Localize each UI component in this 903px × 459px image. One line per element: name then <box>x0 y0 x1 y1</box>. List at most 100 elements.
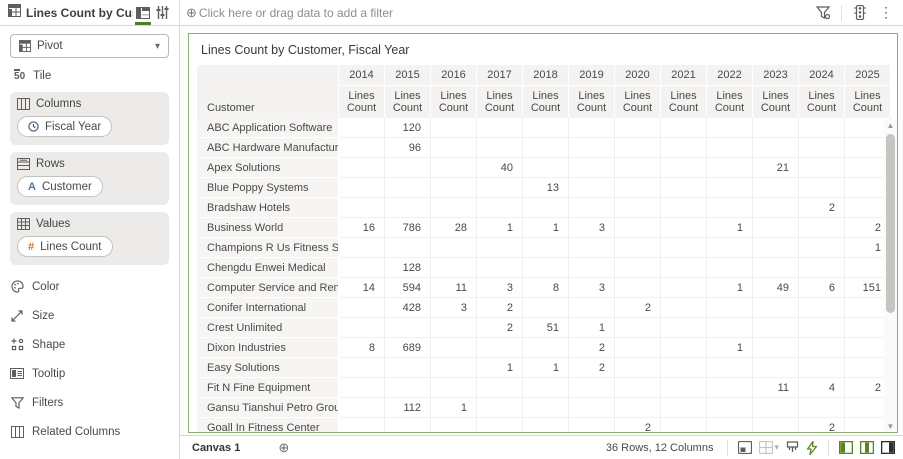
value-cell[interactable] <box>661 218 707 238</box>
value-cell[interactable] <box>569 138 615 158</box>
measure-column-header[interactable]: Lines Count <box>615 86 661 118</box>
value-cell[interactable] <box>661 158 707 178</box>
value-cell[interactable] <box>431 318 477 338</box>
value-cell[interactable] <box>431 138 477 158</box>
value-cell[interactable] <box>661 258 707 278</box>
value-cell[interactable] <box>753 298 799 318</box>
kebab-menu-icon[interactable]: ⋮ <box>879 4 893 20</box>
value-cell[interactable] <box>615 238 661 258</box>
customer-row-label[interactable]: ABC Application Software <box>197 118 339 138</box>
traffic-light-icon[interactable] <box>849 2 871 24</box>
customer-row-label[interactable]: Apex Solutions <box>197 158 339 178</box>
value-cell[interactable] <box>569 298 615 318</box>
value-cell[interactable] <box>339 158 385 178</box>
value-cell[interactable] <box>523 138 569 158</box>
value-cell[interactable] <box>753 398 799 418</box>
value-cell[interactable] <box>753 198 799 218</box>
value-cell[interactable] <box>339 178 385 198</box>
value-cell[interactable]: 3 <box>569 278 615 298</box>
value-cell[interactable]: 2 <box>615 418 661 432</box>
value-cell[interactable]: 11 <box>431 278 477 298</box>
toggle-grammar-panel-icon[interactable] <box>860 441 874 454</box>
value-cell[interactable] <box>569 118 615 138</box>
value-cell[interactable] <box>615 198 661 218</box>
value-cell[interactable]: 1 <box>707 338 753 358</box>
value-cell[interactable]: 112 <box>385 398 431 418</box>
value-cell[interactable] <box>569 418 615 432</box>
value-cell[interactable] <box>339 298 385 318</box>
value-cell[interactable] <box>799 258 845 278</box>
year-column-header[interactable]: 2020 <box>615 65 661 86</box>
year-column-header[interactable]: 2021 <box>661 65 707 86</box>
sidebar-item-tooltip[interactable]: Tooltip <box>10 359 169 388</box>
value-cell[interactable]: 3 <box>569 218 615 238</box>
scrollbar-track[interactable] <box>886 132 895 421</box>
customer-row-label[interactable]: Bradshaw Hotels <box>197 198 339 218</box>
customer-row-label[interactable]: Champions R Us Fitness Store <box>197 238 339 258</box>
value-cell[interactable] <box>707 298 753 318</box>
value-cell[interactable]: 1 <box>477 358 523 378</box>
value-cell[interactable] <box>339 258 385 278</box>
value-cell[interactable] <box>477 238 523 258</box>
customer-row-label[interactable]: Goall In Fitness Center <box>197 418 339 432</box>
value-cell[interactable]: 1 <box>477 218 523 238</box>
scrollbar-thumb[interactable] <box>886 134 895 314</box>
value-cell[interactable]: 1 <box>707 218 753 238</box>
value-cell[interactable]: 2 <box>799 418 845 432</box>
grammar-panel-tab[interactable] <box>133 0 153 25</box>
tile-option[interactable]: 50 Tile <box>14 68 169 82</box>
value-cell[interactable]: 786 <box>385 218 431 238</box>
value-cell[interactable] <box>523 198 569 218</box>
measure-column-header[interactable]: Lines Count <box>661 86 707 118</box>
toggle-right-panel-icon[interactable] <box>881 441 895 454</box>
measure-column-header[interactable]: Lines Count <box>523 86 569 118</box>
value-cell[interactable] <box>661 118 707 138</box>
value-cell[interactable] <box>569 238 615 258</box>
value-cell[interactable]: 2 <box>615 298 661 318</box>
value-cell[interactable]: 6 <box>799 278 845 298</box>
value-cell[interactable] <box>707 158 753 178</box>
value-cell[interactable]: 689 <box>385 338 431 358</box>
customer-row-label[interactable]: Chengdu Enwei Medical <box>197 258 339 278</box>
value-cell[interactable] <box>753 238 799 258</box>
value-cell[interactable] <box>569 178 615 198</box>
value-cell[interactable] <box>661 238 707 258</box>
auto-insights-bolt-icon[interactable] <box>806 440 818 455</box>
value-cell[interactable] <box>615 218 661 238</box>
value-cell[interactable]: 2 <box>477 298 523 318</box>
corner-header-customer[interactable]: Customer <box>197 65 339 118</box>
value-cell[interactable] <box>523 118 569 138</box>
pill-fiscal-year[interactable]: Fiscal Year <box>17 116 113 137</box>
customer-row-label[interactable]: Business World <box>197 218 339 238</box>
value-cell[interactable] <box>707 398 753 418</box>
canvas-tab[interactable]: Canvas 1 <box>192 441 241 454</box>
value-cell[interactable] <box>661 278 707 298</box>
value-cell[interactable] <box>569 258 615 278</box>
value-cell[interactable] <box>569 398 615 418</box>
value-cell[interactable] <box>799 138 845 158</box>
value-cell[interactable] <box>753 258 799 278</box>
value-cell[interactable] <box>385 378 431 398</box>
value-cell[interactable] <box>799 118 845 138</box>
customer-row-label[interactable]: Fit N Fine Equipment <box>197 378 339 398</box>
value-cell[interactable] <box>661 418 707 432</box>
measure-column-header[interactable]: Lines Count <box>431 86 477 118</box>
value-cell[interactable] <box>523 398 569 418</box>
year-column-header[interactable]: 2024 <box>799 65 845 86</box>
value-cell[interactable] <box>477 118 523 138</box>
value-cell[interactable] <box>385 198 431 218</box>
value-cell[interactable]: 49 <box>753 278 799 298</box>
canvas[interactable]: Lines Count by Customer, Fiscal Year Cus… <box>180 26 903 435</box>
value-cell[interactable] <box>431 238 477 258</box>
measure-column-header[interactable]: Lines Count <box>385 86 431 118</box>
value-cell[interactable] <box>753 178 799 198</box>
year-column-header[interactable]: 2015 <box>385 65 431 86</box>
value-cell[interactable] <box>661 198 707 218</box>
sidebar-item-related-columns[interactable]: Related Columns <box>10 417 169 446</box>
value-cell[interactable] <box>523 158 569 178</box>
value-cell[interactable] <box>707 418 753 432</box>
value-cell[interactable] <box>523 298 569 318</box>
canvas-properties-icon[interactable] <box>738 441 753 454</box>
value-cell[interactable] <box>523 338 569 358</box>
value-cell[interactable]: 1 <box>431 398 477 418</box>
